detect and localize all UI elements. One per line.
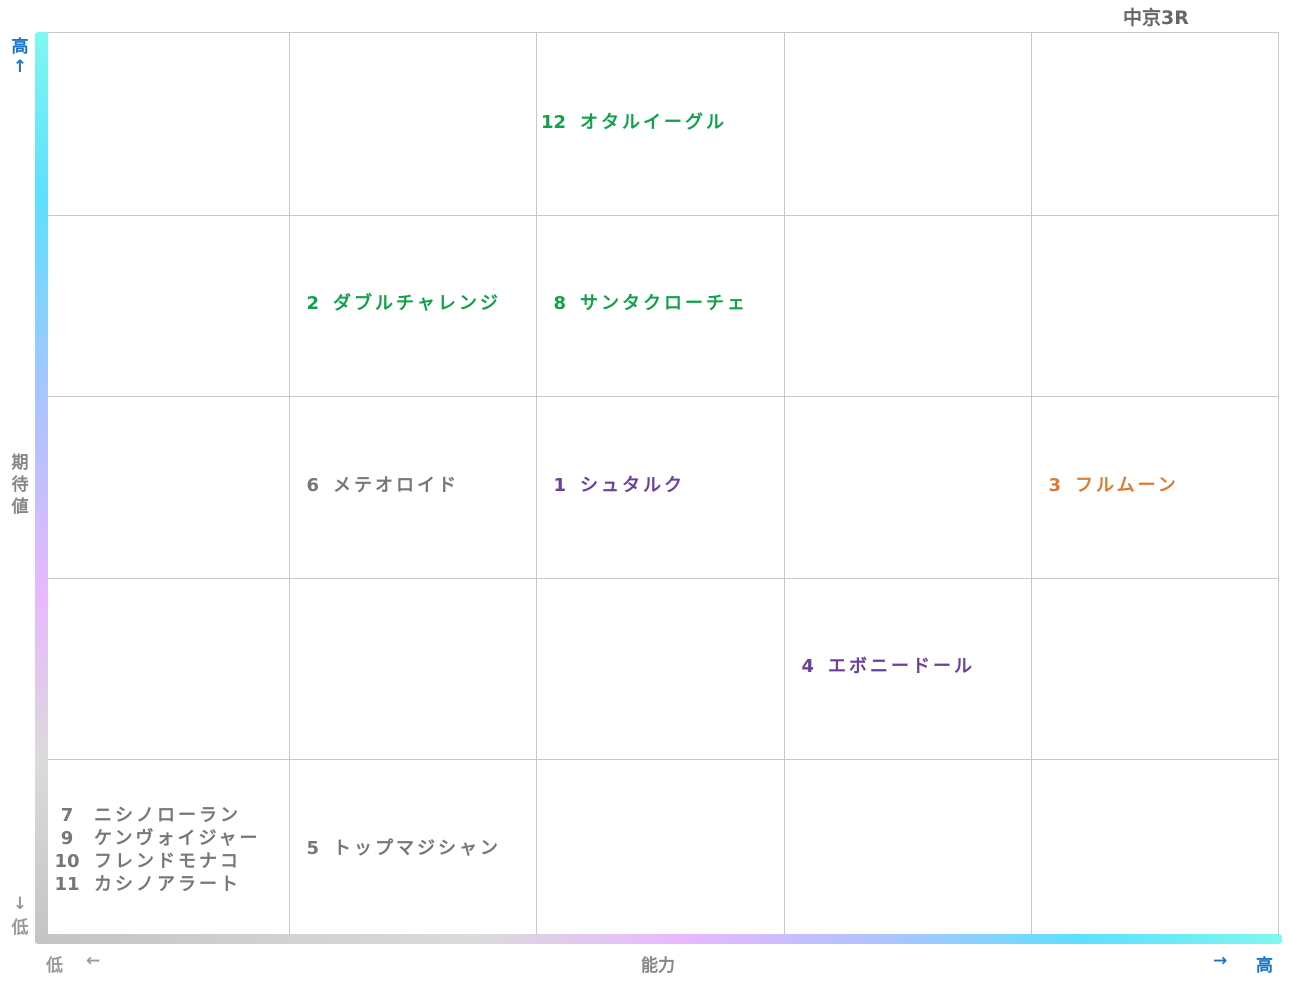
down-arrow-icon: ↓ <box>12 894 28 914</box>
horse-number: 5 <box>306 837 319 859</box>
horse-entry: 8 サンタクローチェ <box>540 292 748 315</box>
horse-number: 3 <box>1048 474 1061 496</box>
y-axis-title: 期待値 <box>11 453 29 517</box>
horse-number: 10 <box>54 851 80 872</box>
horse-number: 11 <box>54 874 80 895</box>
horse-name: サンタクローチェ <box>580 293 748 315</box>
grid-hline <box>42 215 1278 216</box>
horse-entry: 12 オタルイーグル <box>540 111 727 134</box>
horse-entry: 6 メテオロイド <box>293 474 459 497</box>
x-axis-title: 能力 <box>641 956 675 976</box>
x-axis-bar <box>35 934 1282 944</box>
horse-number: 7 <box>60 805 74 826</box>
grid-hline <box>42 759 1278 760</box>
horse-entry: 4 エボニードール <box>788 655 975 678</box>
horse-number: 2 <box>306 293 319 315</box>
grid-hline <box>42 396 1278 397</box>
grid-vline <box>1031 33 1032 938</box>
x-axis-low-label: 低 <box>46 956 63 976</box>
horse-number: 9 <box>60 828 74 849</box>
horse-number: 6 <box>306 474 319 496</box>
horse-name: ダブルチャレンジ <box>333 293 501 315</box>
race-title: 中京3R <box>1123 7 1189 29</box>
horse-number: 1 <box>553 474 566 496</box>
cell-low-low-list: 7 ニシノローラン 9 ケンヴォイジャー 10 フレンドモナコ 11 カシノアラート <box>54 804 261 896</box>
up-arrow-icon: ↑ <box>12 57 28 77</box>
horse-entry: 1 シュタルク <box>540 474 685 497</box>
horse-name: トップマジシャン <box>333 837 501 859</box>
horse-name: フレンドモナコ <box>94 851 241 872</box>
horse-name: メテオロイド <box>333 474 459 496</box>
horse-entry: 2 ダブルチャレンジ <box>293 292 501 315</box>
grid-vline <box>536 33 537 938</box>
horse-entry: 3 フルムーン <box>1035 474 1179 497</box>
chart-grid <box>42 32 1279 938</box>
horse-name: カシノアラート <box>94 874 241 895</box>
y-axis-high-label: 高 <box>11 37 29 57</box>
left-arrow-icon: ← <box>86 951 101 971</box>
horse-entry: 5 トップマジシャン <box>293 837 501 860</box>
right-arrow-icon: → <box>1213 951 1228 971</box>
horse-number: 4 <box>801 656 814 678</box>
list-item: 11 カシノアラート <box>54 873 261 896</box>
horse-number: 12 <box>540 111 566 133</box>
x-axis-high-label: 高 <box>1256 956 1273 976</box>
list-item: 7 ニシノローラン <box>54 804 261 827</box>
grid-vline <box>289 33 290 938</box>
horse-name: エボニードール <box>828 656 975 678</box>
y-axis-low-label: 低 <box>11 918 29 938</box>
grid-vline <box>784 33 785 938</box>
list-item: 9 ケンヴォイジャー <box>54 827 261 850</box>
horse-name: ケンヴォイジャー <box>94 828 261 849</box>
grid-hline <box>42 578 1278 579</box>
y-axis-bar <box>35 32 48 944</box>
horse-name: シュタルク <box>580 474 685 496</box>
horse-number: 8 <box>553 293 566 315</box>
horse-name: フルムーン <box>1075 474 1179 496</box>
list-item: 10 フレンドモナコ <box>54 850 261 873</box>
horse-name: オタルイーグル <box>580 111 727 133</box>
horse-name: ニシノローラン <box>94 805 241 826</box>
